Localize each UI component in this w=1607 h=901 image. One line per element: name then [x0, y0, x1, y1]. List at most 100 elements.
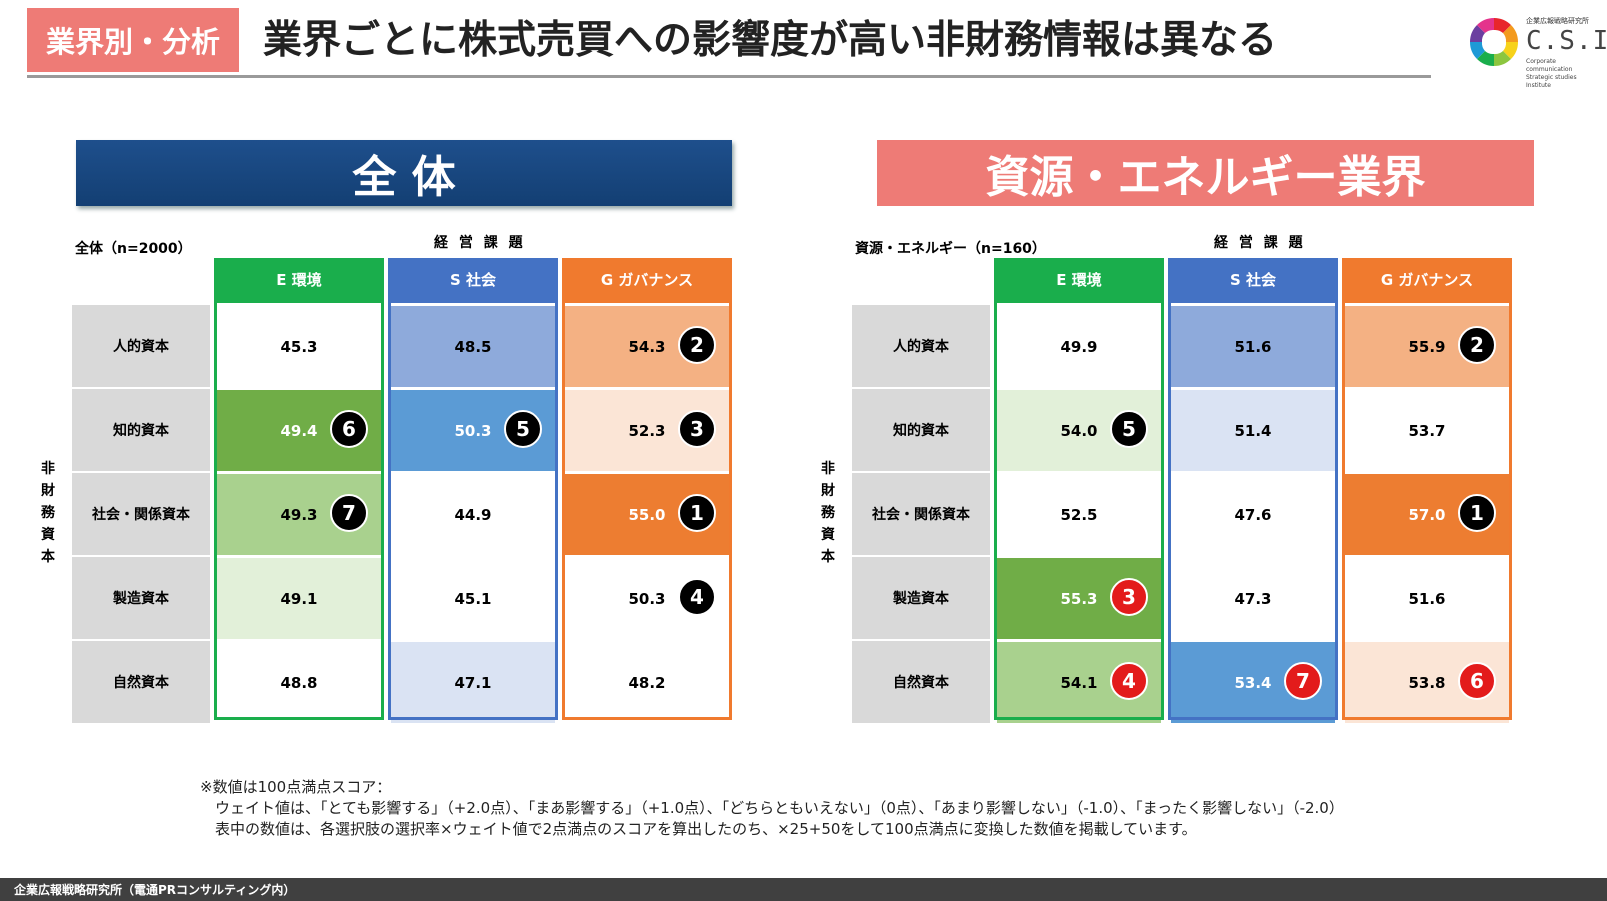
csi-logo: 企業広報戦略研究所 C.S.I. Corporate communication…	[1468, 14, 1607, 89]
logo-ring-icon	[1469, 17, 1519, 67]
score-value: 55.0	[628, 505, 666, 524]
score-cell: 49.1	[217, 558, 381, 639]
score-value: 51.6	[1234, 337, 1272, 356]
header-divider	[27, 75, 1431, 78]
row-header: 自然資本	[72, 641, 210, 723]
score-cell: 47.3	[1171, 558, 1335, 639]
column-header-e: E 環境	[994, 258, 1164, 300]
footer-text: 企業広報戦略研究所（電通PRコンサルティング内）	[14, 883, 296, 897]
column-frame-s	[1168, 300, 1338, 720]
score-value: 49.3	[280, 505, 318, 524]
score-value: 55.9	[1408, 337, 1446, 356]
score-value: 51.4	[1234, 421, 1272, 440]
row-header: 社会・関係資本	[852, 473, 990, 555]
column-header-g: G ガバナンス	[562, 258, 732, 300]
score-value: 53.4	[1234, 673, 1272, 692]
score-cell: 48.8	[217, 642, 381, 723]
column-frame-g	[1342, 300, 1512, 720]
rank-badge: 1	[1458, 494, 1496, 532]
rank-badge: 5	[504, 410, 542, 448]
score-value: 49.4	[280, 421, 318, 440]
column-frame-e	[994, 300, 1164, 720]
score-value: 45.1	[454, 589, 492, 608]
rank-badge: 3	[678, 410, 716, 448]
score-value: 49.1	[280, 589, 318, 608]
score-value: 53.7	[1408, 421, 1446, 440]
column-frame-g	[562, 300, 732, 720]
column-axis-label: 経 営 課 題	[1214, 235, 1306, 251]
column-frame-e	[214, 300, 384, 720]
sample-size-label: 全体（n=2000）	[75, 241, 192, 257]
rank-badge: 4	[1110, 662, 1148, 700]
row-header: 社会・関係資本	[72, 473, 210, 555]
rank-badge: 4	[678, 578, 716, 616]
score-value: 50.3	[628, 589, 666, 608]
score-value: 47.3	[1234, 589, 1272, 608]
score-cell: 51.6	[1345, 558, 1509, 639]
rank-badge: 2	[678, 326, 716, 364]
score-value: 50.3	[454, 421, 492, 440]
score-cell: 44.9	[391, 474, 555, 555]
rank-badge: 5	[1110, 410, 1148, 448]
row-axis-label: 非財務資本	[821, 461, 835, 565]
rank-badge: 6	[330, 410, 368, 448]
score-cell: 47.1	[391, 642, 555, 723]
score-value: 54.0	[1060, 421, 1098, 440]
score-value: 48.2	[628, 673, 666, 692]
column-header-s: S 社会	[388, 258, 558, 300]
note-line-3: 表中の数値は、各選択肢の選択率×ウェイト値で2点満点のスコアを算出したのち、×2…	[200, 820, 1197, 838]
score-value: 47.1	[454, 673, 492, 692]
row-header: 自然資本	[852, 641, 990, 723]
score-cell: 52.5	[997, 474, 1161, 555]
rank-badge: 6	[1458, 662, 1496, 700]
logo-name: C.S.I.	[1526, 26, 1607, 56]
score-value: 53.8	[1408, 673, 1446, 692]
sample-size-label: 資源・エネルギー（n=160）	[855, 241, 1046, 257]
row-header: 人的資本	[72, 305, 210, 387]
row-header: 製造資本	[72, 557, 210, 639]
score-cell: 47.6	[1171, 474, 1335, 555]
score-cell: 48.2	[565, 642, 729, 723]
section-tag: 業界別・分析	[27, 8, 239, 72]
score-cell: 53.7	[1345, 390, 1509, 471]
logo-top-text: 企業広報戦略研究所	[1526, 17, 1589, 25]
rank-badge: 7	[1284, 662, 1322, 700]
rank-badge: 7	[330, 494, 368, 532]
column-axis-label: 経 営 課 題	[434, 235, 526, 251]
row-header: 知的資本	[852, 389, 990, 471]
column-header-e: E 環境	[214, 258, 384, 300]
rank-badge: 1	[678, 494, 716, 532]
logo-sub-text: Corporate communication Strategic studie…	[1526, 58, 1577, 89]
note-line-1: ※数値は100点満点スコア：	[200, 778, 392, 796]
column-frame-s	[388, 300, 558, 720]
score-value: 52.3	[628, 421, 666, 440]
score-cell: 45.3	[217, 306, 381, 387]
score-value: 49.9	[1060, 337, 1098, 356]
score-value: 44.9	[454, 505, 492, 524]
row-header: 製造資本	[852, 557, 990, 639]
column-header-g: G ガバナンス	[1342, 258, 1512, 300]
panel-banner: 全 体	[76, 140, 732, 206]
note-line-2: ウェイト値は、「とても影響する」（+2.0点）、「まあ影響する」（+1.0点）、…	[200, 799, 1344, 817]
page-title: 業界ごとに株式売買への影響度が高い非財務情報は異なる	[263, 18, 1278, 63]
panel-banner: 資源・エネルギー業界	[877, 140, 1534, 206]
score-value: 57.0	[1408, 505, 1446, 524]
score-cell: 45.1	[391, 558, 555, 639]
score-value: 54.1	[1060, 673, 1098, 692]
score-cell: 51.6	[1171, 306, 1335, 387]
score-value: 48.8	[280, 673, 318, 692]
score-value: 52.5	[1060, 505, 1098, 524]
score-value: 55.3	[1060, 589, 1098, 608]
score-cell: 48.5	[391, 306, 555, 387]
row-header: 人的資本	[852, 305, 990, 387]
rank-badge: 2	[1458, 326, 1496, 364]
score-value: 47.6	[1234, 505, 1272, 524]
score-value: 48.5	[454, 337, 492, 356]
score-cell: 49.9	[997, 306, 1161, 387]
rank-badge: 3	[1110, 578, 1148, 616]
score-value: 45.3	[280, 337, 318, 356]
footer-bar: 企業広報戦略研究所（電通PRコンサルティング内）	[0, 878, 1607, 901]
score-cell: 51.4	[1171, 390, 1335, 471]
score-value: 54.3	[628, 337, 666, 356]
score-value: 51.6	[1408, 589, 1446, 608]
